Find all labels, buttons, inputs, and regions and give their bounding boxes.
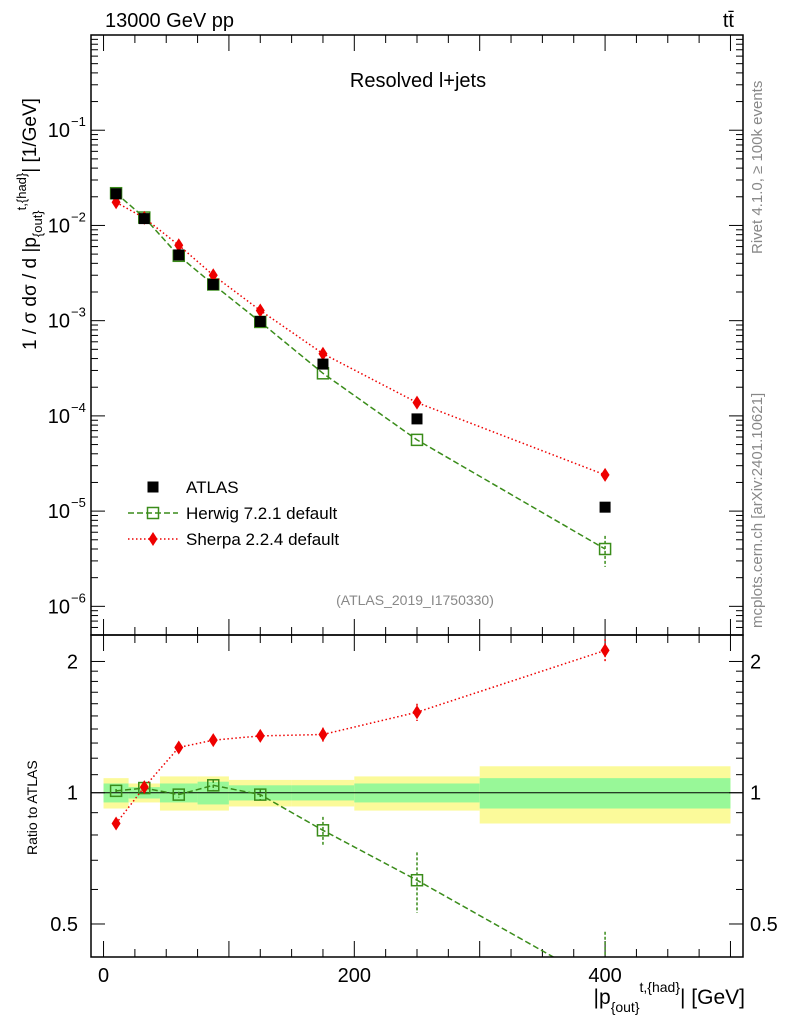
rivet-version-label: Rivet 4.1.0, ≥ 100k events bbox=[749, 81, 766, 254]
sherpa-point bbox=[600, 467, 610, 482]
process-label: tt̄ bbox=[723, 10, 735, 32]
legend-label: Herwig 7.2.1 default bbox=[186, 504, 337, 523]
legend-marker-herwig bbox=[146, 506, 160, 520]
legend-label: Sherpa 2.2.4 default bbox=[186, 530, 339, 549]
sherpa-ratio-point bbox=[318, 727, 328, 742]
herwig-ratio-point bbox=[109, 784, 123, 798]
ratio-uncertainty-bands bbox=[103, 766, 731, 824]
band-inner bbox=[479, 778, 731, 809]
y-tick-label: 10 bbox=[48, 311, 70, 333]
atlas-point bbox=[207, 278, 219, 290]
ratio-y-tick-label-right: 2 bbox=[750, 651, 761, 673]
sherpa-point bbox=[412, 395, 422, 410]
y-tick-label: 10 bbox=[48, 596, 70, 618]
legend-marker-sherpa bbox=[148, 532, 158, 546]
atlas-point bbox=[110, 188, 122, 200]
legend-label: ATLAS bbox=[186, 478, 239, 497]
herwig-line bbox=[115, 192, 606, 550]
atlas-point bbox=[138, 213, 150, 225]
herwig-ratio-point bbox=[410, 873, 424, 887]
herwig-ratio-line bbox=[116, 784, 555, 957]
herwig-ratio-point bbox=[172, 788, 186, 801]
herwig-ratio-point bbox=[207, 779, 220, 792]
atlas-point bbox=[254, 316, 266, 328]
y-tick-label: 10 bbox=[48, 406, 70, 428]
main-axes: 10−610−510−410−310−210−1 bbox=[48, 34, 743, 636]
ratio-y-tick-label-right: 0.5 bbox=[750, 914, 778, 936]
sherpa-line bbox=[115, 201, 606, 476]
ratio-series-clipped bbox=[109, 639, 610, 957]
sherpa-ratio-point bbox=[412, 705, 422, 720]
ratio-y-tick-label: 2 bbox=[67, 651, 78, 673]
sherpa-ratio-line bbox=[115, 649, 606, 824]
y-tick-label-exponent: −5 bbox=[71, 495, 86, 510]
mcplots-source-label: mcplots.cern.ch [arXiv:2401.10621] bbox=[749, 393, 766, 628]
main-series bbox=[109, 186, 612, 567]
sherpa-ratio-point bbox=[600, 643, 610, 658]
y-tick-label-exponent: −6 bbox=[71, 590, 86, 605]
ratio-series bbox=[109, 639, 610, 957]
herwig-ratio-point bbox=[254, 788, 267, 801]
analysis-title: Resolved l+jets bbox=[350, 70, 486, 92]
x-tick-label: 400 bbox=[588, 965, 621, 987]
sherpa-ratio-point bbox=[111, 816, 121, 831]
y-tick-label: 10 bbox=[48, 501, 70, 523]
main-y-axis-title: 1 / σ dσ / d |p{out}t,{had}| [1/GeV] bbox=[14, 98, 45, 350]
atlas-point bbox=[599, 501, 611, 513]
ratio-y-tick-label: 1 bbox=[67, 783, 78, 805]
sherpa-point bbox=[208, 268, 218, 283]
herwig-ratio-point bbox=[316, 824, 330, 837]
atlas-point bbox=[411, 413, 423, 425]
legend-marker-atlas bbox=[147, 481, 159, 493]
atlas-point bbox=[317, 358, 329, 370]
sherpa-ratio-point bbox=[139, 780, 149, 795]
sherpa-point bbox=[318, 346, 328, 361]
analysis-id: (ATLAS_2019_I1750330) bbox=[336, 592, 494, 608]
y-tick-label-exponent: −3 bbox=[71, 305, 86, 320]
sherpa-point bbox=[174, 238, 184, 253]
herwig-point bbox=[598, 542, 612, 556]
x-tick-label: 200 bbox=[338, 965, 371, 987]
ratio-axes: 0 200 400 0.5 0.5 1 1 2 2 bbox=[50, 635, 778, 987]
ratio-y-tick-label-right: 1 bbox=[750, 783, 761, 805]
sherpa-ratio-point bbox=[174, 740, 184, 755]
y-tick-label-exponent: −2 bbox=[71, 209, 86, 224]
energy-label: 13000 GeV pp bbox=[105, 10, 234, 32]
y-tick-label: 10 bbox=[48, 215, 70, 237]
legend: ATLAS Herwig 7.2.1 default Sherpa 2.2.4 de… bbox=[128, 478, 339, 549]
sherpa-point bbox=[255, 303, 265, 318]
sherpa-ratio-point bbox=[255, 728, 265, 743]
ratio-y-tick-label: 0.5 bbox=[50, 914, 78, 936]
y-tick-label-exponent: −4 bbox=[71, 400, 86, 415]
ratio-frame bbox=[90, 634, 744, 958]
y-tick-label-exponent: −1 bbox=[71, 114, 86, 129]
atlas-point bbox=[173, 249, 185, 261]
x-tick-label: 0 bbox=[98, 965, 109, 987]
sherpa-ratio-point bbox=[208, 733, 218, 748]
y-tick-label: 10 bbox=[48, 120, 70, 142]
ratio-y-axis-title: Ratio to ATLAS bbox=[24, 760, 40, 855]
herwig-point bbox=[410, 433, 424, 447]
